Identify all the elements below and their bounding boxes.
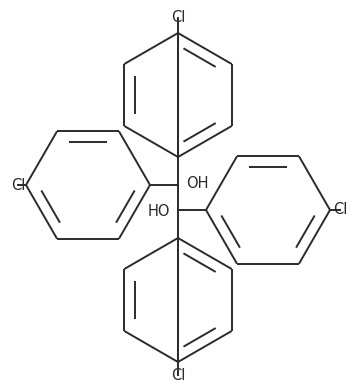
Text: Cl: Cl <box>11 177 25 192</box>
Text: HO: HO <box>147 204 170 220</box>
Text: Cl: Cl <box>171 10 185 26</box>
Text: OH: OH <box>186 175 208 191</box>
Text: Cl: Cl <box>171 367 185 383</box>
Text: Cl: Cl <box>333 203 347 218</box>
